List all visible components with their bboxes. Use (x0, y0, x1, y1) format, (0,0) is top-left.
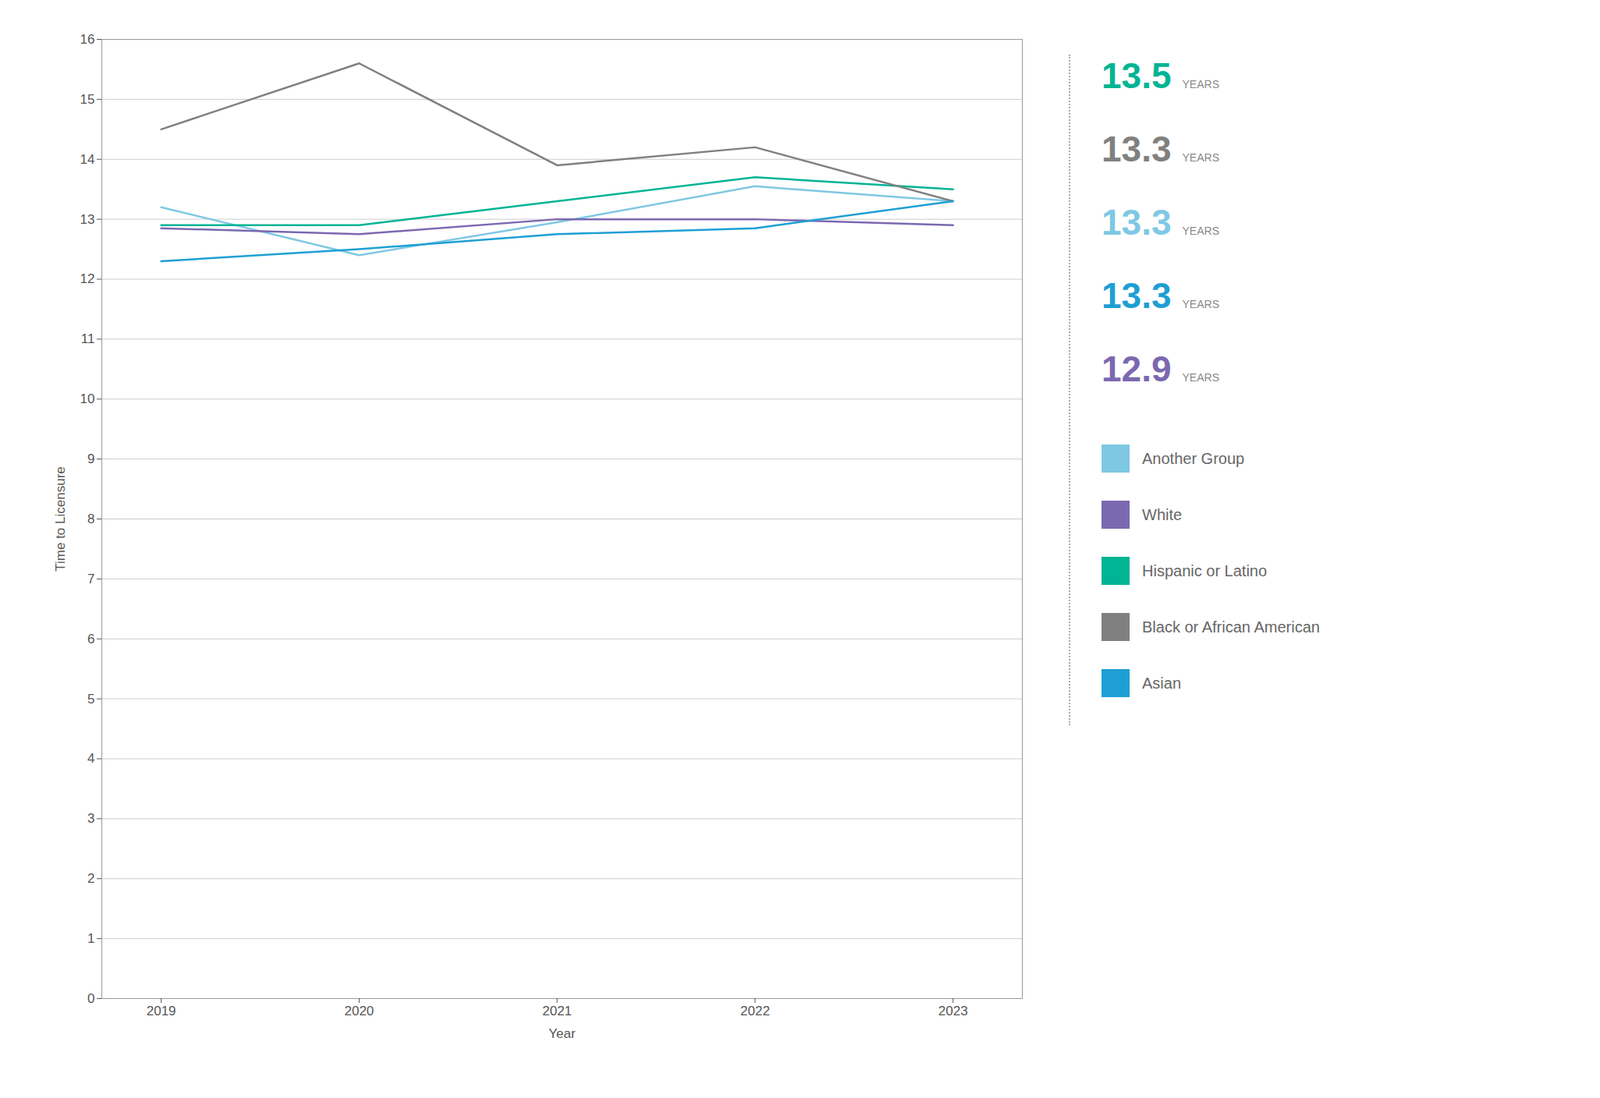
svg-text:11: 11 (81, 331, 96, 347)
svg-text:1: 1 (87, 931, 95, 947)
svg-text:7: 7 (87, 571, 95, 587)
svg-text:3: 3 (87, 811, 95, 827)
html-text:White: White (1142, 505, 1182, 524)
svg-text:0: 0 (87, 991, 95, 1007)
html-text:YEARS: YEARS (1182, 78, 1220, 91)
svg-text:8: 8 (87, 511, 95, 527)
svg-text:13: 13 (80, 212, 96, 228)
svg-text:10: 10 (80, 391, 96, 407)
svg-text:16: 16 (80, 31, 96, 47)
html-text:Black or African American: Black or African American (1142, 618, 1320, 636)
svg-text:6: 6 (87, 631, 95, 647)
svg-text:Year: Year (548, 1026, 576, 1042)
html-text:12.9: 12.9 (1101, 348, 1172, 390)
html-text:YEARS: YEARS (1182, 224, 1220, 238)
svg-text:4: 4 (87, 751, 95, 767)
html-text:13.5: 13.5 (1101, 55, 1172, 96)
svg-text:2022: 2022 (740, 1003, 770, 1019)
html-text:YEARS: YEARS (1182, 298, 1220, 311)
svg-text:2023: 2023 (938, 1003, 969, 1019)
html-text:Asian: Asian (1142, 674, 1182, 692)
html-text:13.3: 13.3 (1101, 275, 1172, 316)
svg-text:Time to Licensure: Time to Licensure (53, 466, 68, 572)
svg-text:2021: 2021 (542, 1003, 572, 1019)
svg-text:2: 2 (87, 871, 95, 887)
svg-text:2019: 2019 (146, 1003, 177, 1019)
html-text:YEARS: YEARS (1182, 151, 1220, 164)
svg-text:12: 12 (80, 271, 96, 287)
svg-text:2020: 2020 (344, 1003, 374, 1019)
html-text:Hispanic or Latino: Hispanic or Latino (1142, 562, 1267, 580)
html-text:Another Group: Another Group (1142, 449, 1245, 467)
html-text:YEARS: YEARS (1182, 371, 1220, 384)
html-text:13.3: 13.3 (1101, 128, 1172, 170)
svg-text:5: 5 (87, 691, 95, 707)
svg-text:14: 14 (80, 152, 96, 167)
html-text:13.3: 13.3 (1101, 202, 1172, 243)
svg-text:15: 15 (80, 92, 96, 107)
svg-text:9: 9 (87, 451, 95, 467)
